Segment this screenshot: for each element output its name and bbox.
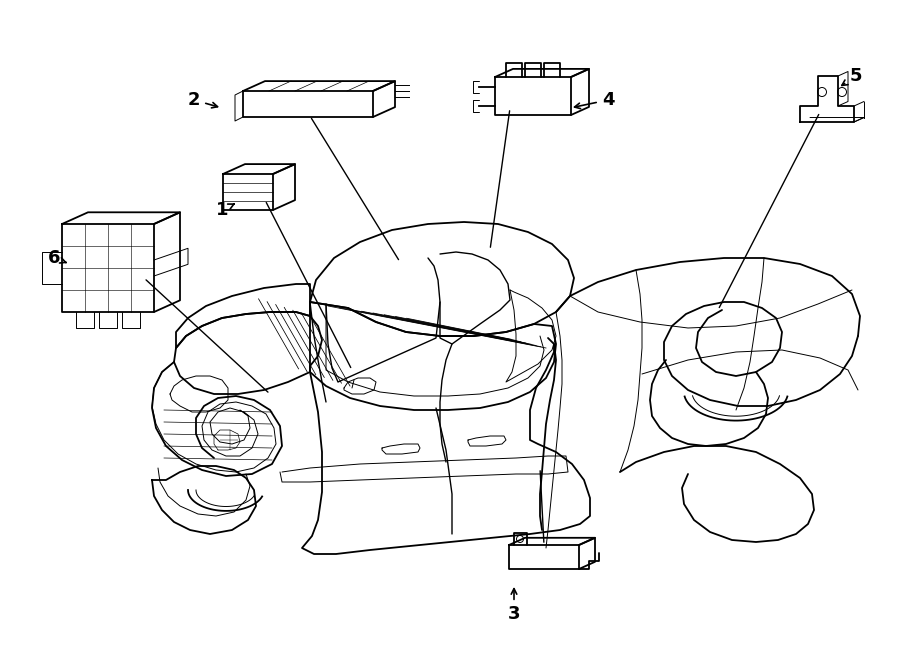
- Text: 3: 3: [508, 589, 520, 623]
- Text: 4: 4: [574, 91, 614, 109]
- Text: 5: 5: [842, 67, 862, 85]
- Text: 2: 2: [188, 91, 218, 109]
- Text: 6: 6: [48, 249, 66, 267]
- Text: 1: 1: [216, 201, 234, 219]
